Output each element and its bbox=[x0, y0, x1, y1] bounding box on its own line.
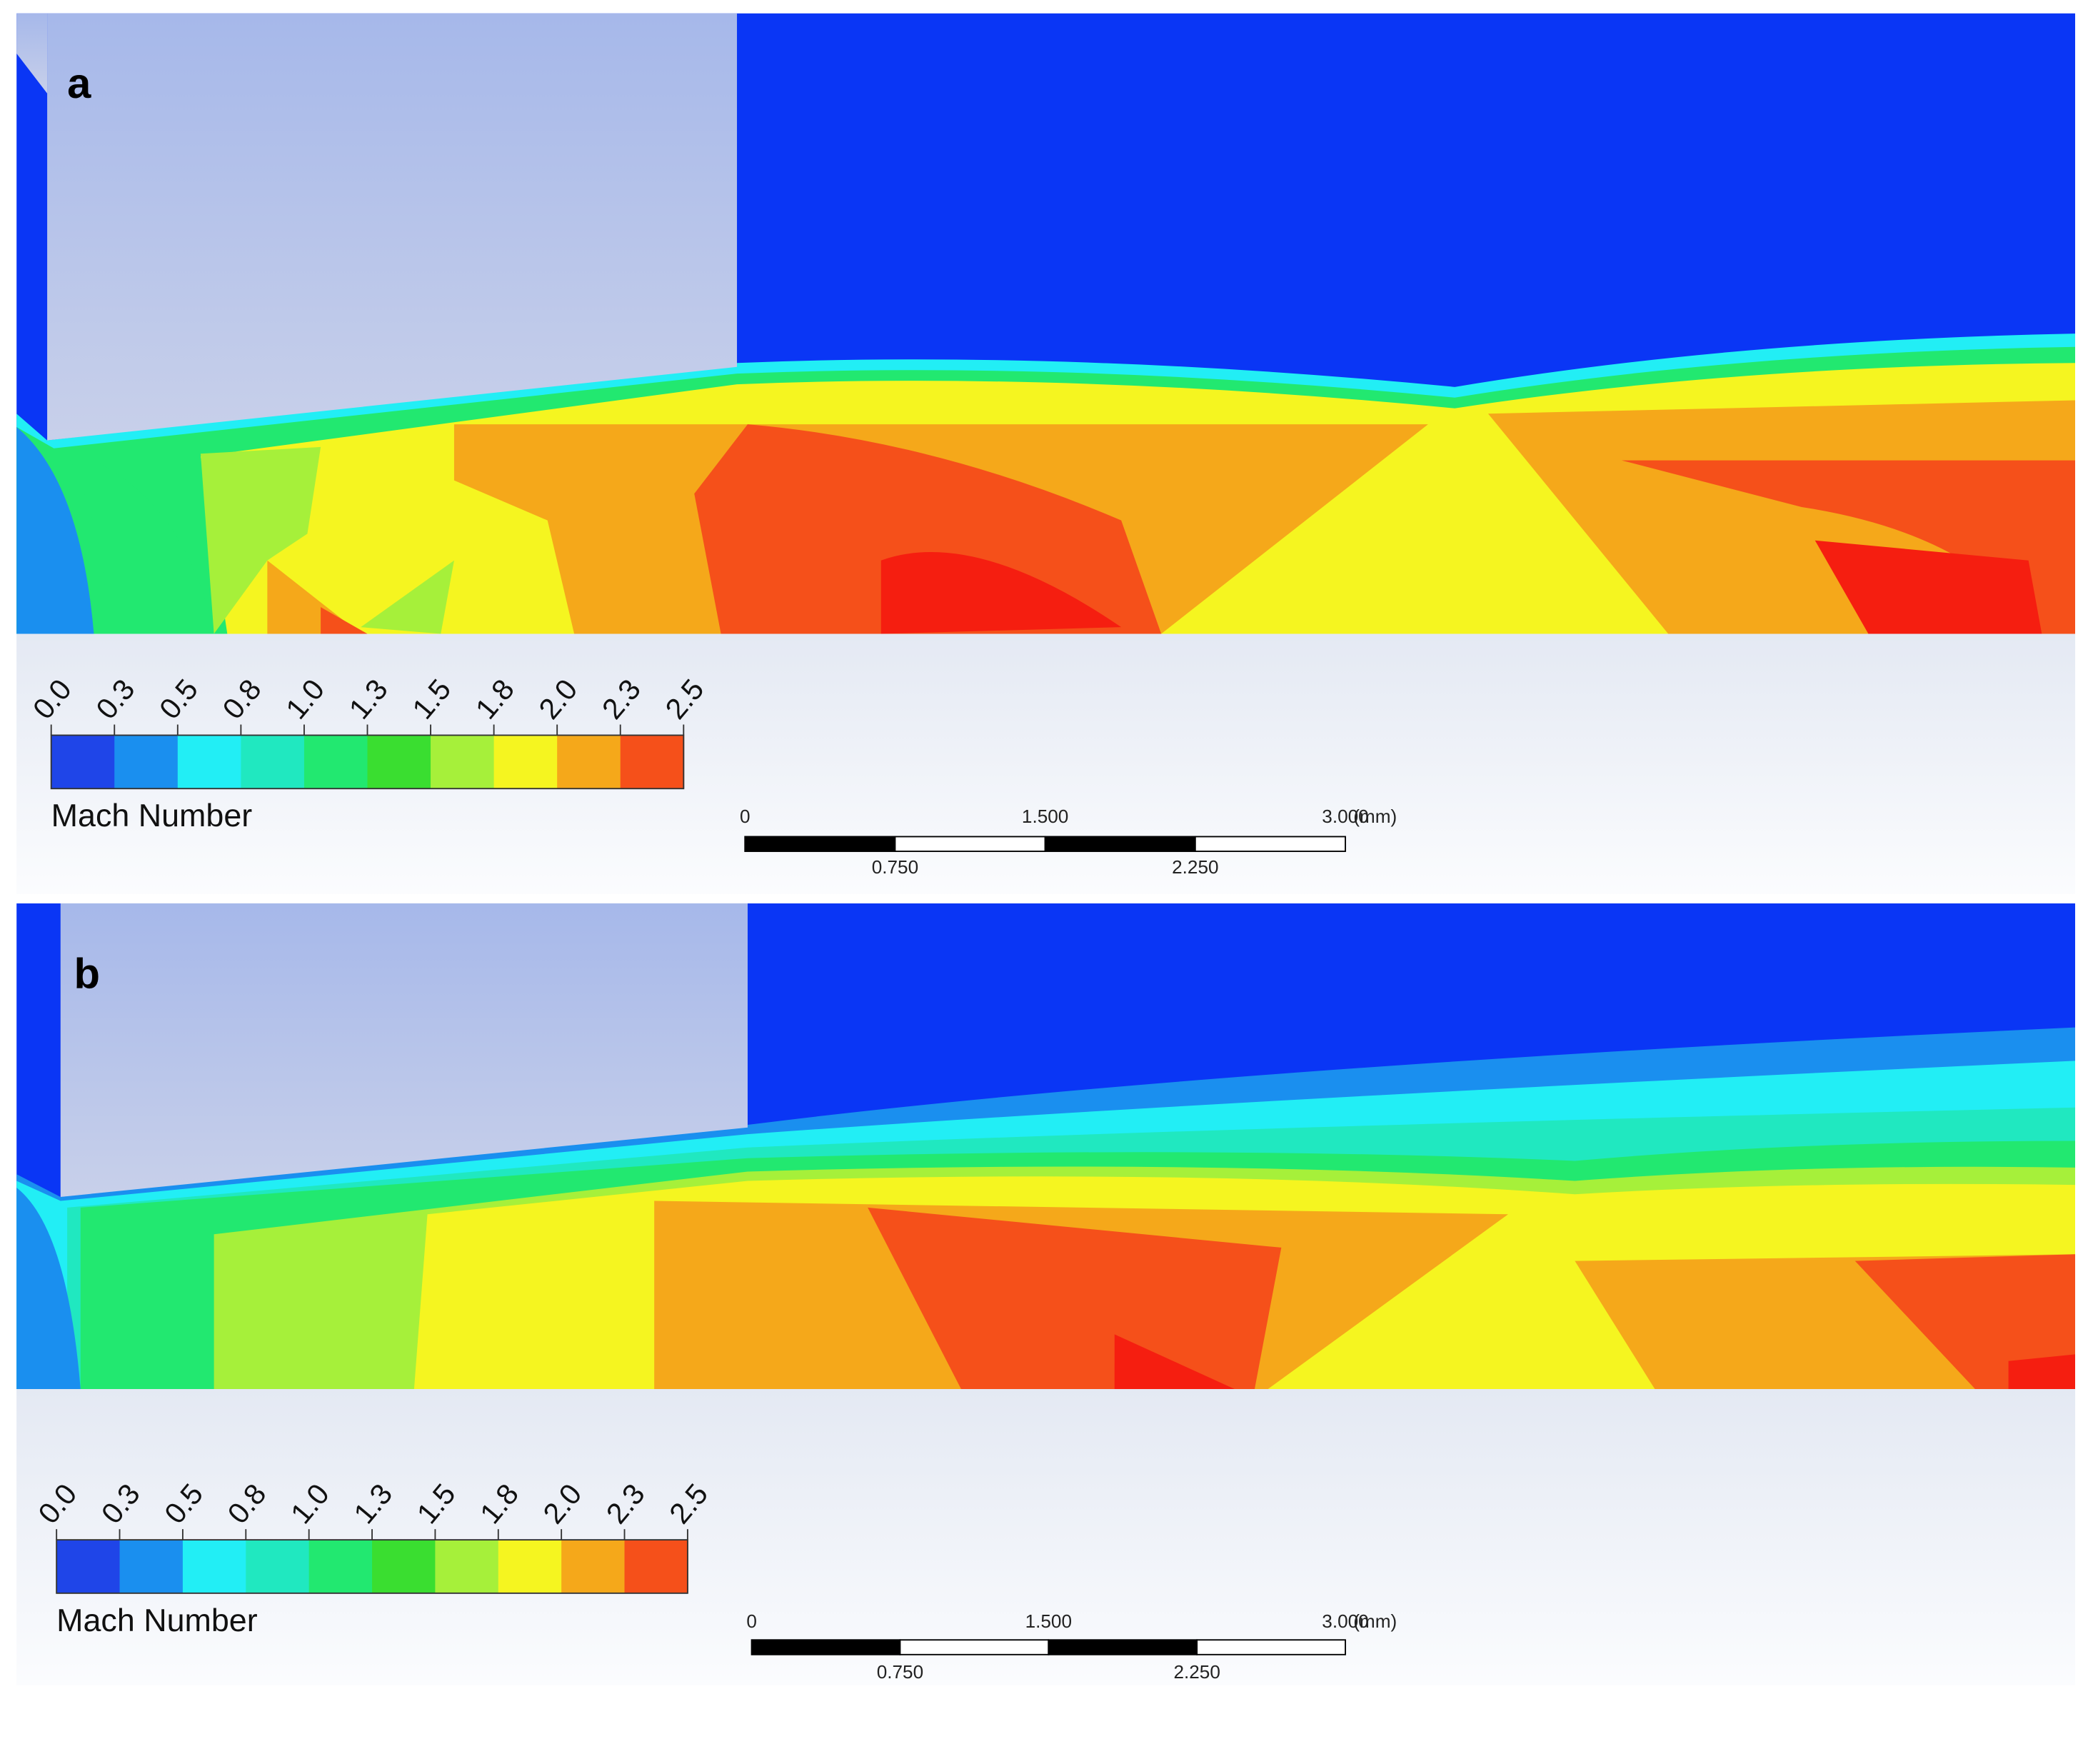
scale-bar-label: 3.000 bbox=[1322, 806, 1368, 827]
colorbar-band bbox=[624, 1540, 688, 1593]
colorbar-band bbox=[182, 1540, 247, 1593]
scale-bar-label: 2.250 bbox=[1173, 1661, 1220, 1683]
contour-field bbox=[16, 903, 2076, 1389]
colorbar-band bbox=[372, 1540, 436, 1593]
scale-bar-segment bbox=[751, 1639, 901, 1655]
colorbar-band bbox=[498, 1540, 563, 1593]
scale-bar-label: 3.000 bbox=[1322, 1610, 1368, 1632]
colorbar-band bbox=[241, 735, 305, 789]
panel-label: b bbox=[74, 949, 100, 997]
scale-bar-segment bbox=[894, 836, 1046, 852]
colorbar-band bbox=[114, 735, 179, 789]
scale-bar-unit: (mm) bbox=[1353, 806, 1397, 827]
scale-bar-segment bbox=[1196, 1639, 1346, 1655]
colorbar-band bbox=[557, 735, 621, 789]
scale-bar-label: 0 bbox=[740, 806, 751, 827]
scale-bar-segment bbox=[1044, 836, 1196, 852]
colorbar-band bbox=[620, 735, 685, 789]
contour-field bbox=[16, 13, 2076, 634]
colorbar-band bbox=[246, 1540, 310, 1593]
scale-bar-segment bbox=[899, 1639, 1050, 1655]
scale-bar-label: 0 bbox=[746, 1610, 757, 1632]
colorbar-title: Mach Number bbox=[56, 1602, 258, 1638]
legend-background bbox=[16, 1388, 2076, 1685]
colorbar-title: Mach Number bbox=[51, 797, 253, 833]
scale-bar-label: 0.750 bbox=[872, 856, 918, 878]
scale-bar-label: 1.500 bbox=[1022, 806, 1068, 827]
colorbar-band bbox=[561, 1540, 626, 1593]
scale-bar-label: 1.500 bbox=[1025, 1610, 1072, 1632]
colorbar-band bbox=[367, 735, 431, 789]
colorbar-band bbox=[51, 735, 116, 789]
scale-bar-label: 0.750 bbox=[877, 1661, 923, 1683]
panel-label: a bbox=[67, 59, 91, 107]
scale-bar-segment bbox=[1194, 836, 1346, 852]
colorbar-band bbox=[431, 735, 495, 789]
colorbar-band bbox=[308, 1540, 373, 1593]
scale-bar-segment bbox=[744, 836, 896, 852]
colorbar-band bbox=[435, 1540, 499, 1593]
scale-bar-segment bbox=[1048, 1639, 1198, 1655]
scale-bar-unit: (mm) bbox=[1353, 1610, 1397, 1632]
colorbar-band bbox=[303, 735, 368, 789]
colorbar-band bbox=[493, 735, 558, 789]
colorbar-band bbox=[56, 1540, 121, 1593]
colorbar-band bbox=[177, 735, 242, 789]
colorbar-band bbox=[119, 1540, 184, 1593]
scale-bar-label: 2.250 bbox=[1172, 856, 1218, 878]
